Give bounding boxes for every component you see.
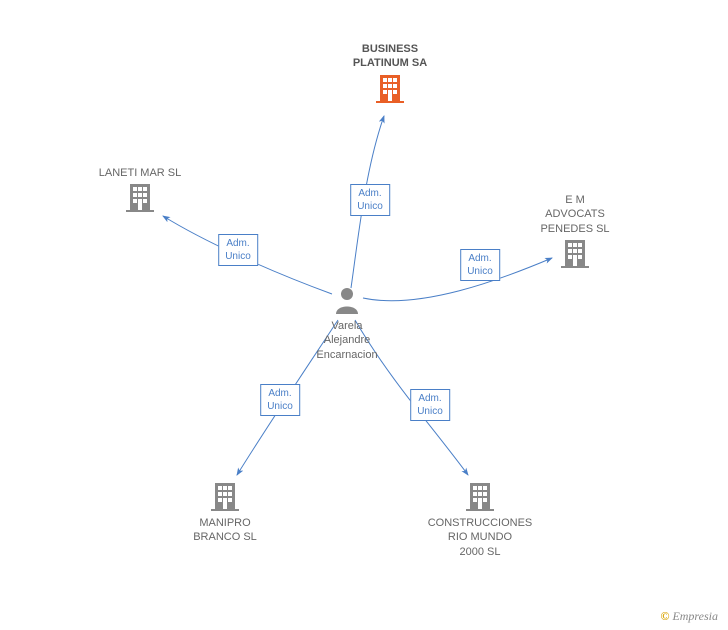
edge-label-laneti-mar: Adm. Unico <box>218 234 258 266</box>
building-icon <box>464 479 496 516</box>
edge-label-em-advocats: Adm. Unico <box>460 249 500 281</box>
node-label: Varela Alejandre Encarnacion <box>297 319 397 362</box>
building-icon <box>374 71 406 108</box>
edge-label-construcciones: Adm. Unico <box>410 389 450 421</box>
node-label: MANIPRO BRANCO SL <box>155 516 295 545</box>
watermark-brand: Empresia <box>672 609 718 623</box>
node-construcciones[interactable]: CONSTRUCCIONES RIO MUNDO 2000 SL <box>410 479 550 559</box>
node-label: LANETI MAR SL <box>70 166 210 180</box>
node-label: BUSINESS PLATINUM SA <box>320 42 460 71</box>
node-person-center[interactable]: Varela Alejandre Encarnacion <box>297 286 397 362</box>
watermark: © Empresia <box>660 609 718 624</box>
node-manipro[interactable]: MANIPRO BRANCO SL <box>155 479 295 545</box>
watermark-copyright: © <box>660 609 669 623</box>
building-icon <box>559 236 591 273</box>
person-icon <box>334 286 360 319</box>
edge-label-business-platinum: Adm. Unico <box>350 184 390 216</box>
edge-label-manipro: Adm. Unico <box>260 384 300 416</box>
building-icon <box>209 479 241 516</box>
building-icon <box>124 180 156 217</box>
node-laneti-mar[interactable]: LANETI MAR SL <box>70 166 210 217</box>
node-label: E M ADVOCATS PENEDES SL <box>505 193 645 236</box>
node-em-advocats[interactable]: E M ADVOCATS PENEDES SL <box>505 193 645 273</box>
node-label: CONSTRUCCIONES RIO MUNDO 2000 SL <box>410 516 550 559</box>
node-business-platinum[interactable]: BUSINESS PLATINUM SA <box>320 42 460 108</box>
